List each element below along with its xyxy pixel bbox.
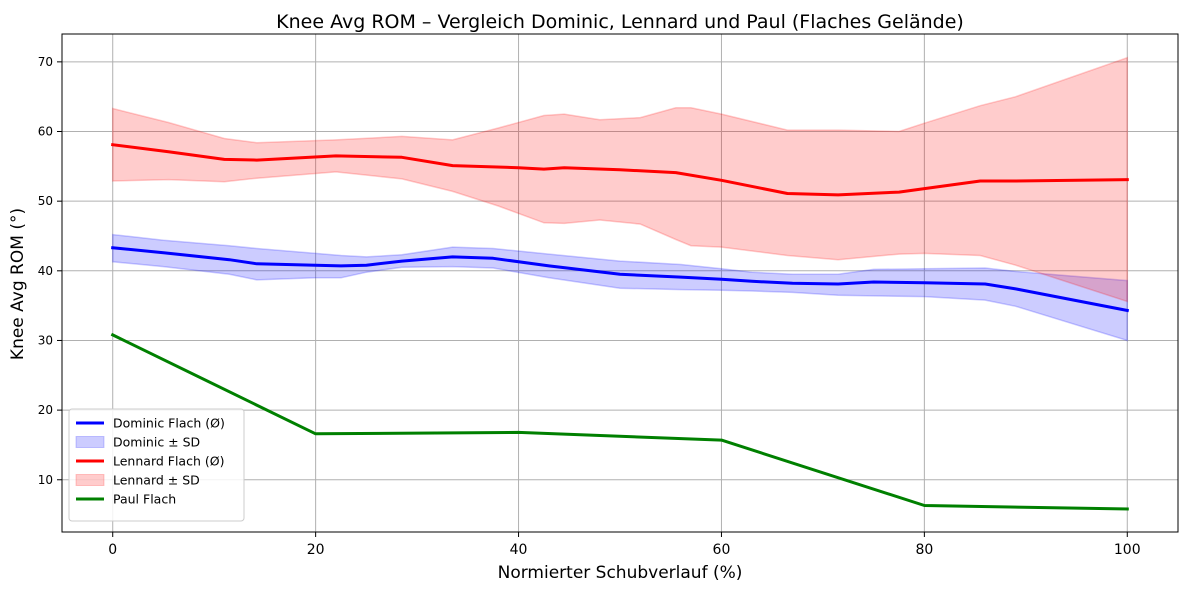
legend-label: Dominic Flach (Ø)	[113, 416, 225, 431]
y-tick-label: 60	[38, 125, 53, 139]
legend-label: Lennard ± SD	[113, 473, 200, 488]
y-tick-label: 30	[38, 333, 53, 347]
x-tick-label: 0	[108, 542, 117, 558]
x-axis-ticks: 0 20 40 60 80 100	[108, 532, 1141, 558]
series-line	[111, 246, 1130, 313]
y-axis-label: Knee Avg ROM (°)	[8, 208, 28, 360]
chart-title: Knee Avg ROM – Vergleich Dominic, Lennar…	[276, 11, 964, 33]
y-tick-label: 50	[38, 194, 53, 208]
y-tick-label: 40	[38, 264, 53, 278]
grid-layer	[62, 34, 1178, 532]
legend-label: Dominic ± SD	[113, 435, 200, 450]
legend-items: Dominic Flach (Ø) Dominic ± SD Lennard Fla…	[75, 416, 225, 507]
series-line	[111, 143, 1129, 197]
x-tick-label: 60	[713, 542, 731, 558]
y-tick-label: 20	[38, 403, 53, 417]
x-tick-label: 40	[510, 542, 528, 558]
y-axis-ticks: 10 20 30 40 50 60 70	[38, 55, 62, 487]
legend-swatch-band	[75, 474, 105, 486]
x-tick-label: 20	[307, 542, 325, 558]
legend-swatch-band	[75, 436, 105, 448]
plot-area	[61, 33, 1179, 533]
line-layer	[110, 143, 1130, 511]
y-tick-label: 10	[38, 473, 53, 487]
x-axis-label: Normierter Schubverlauf (%)	[498, 563, 743, 583]
sd-band	[111, 233, 1129, 342]
x-tick-label: 100	[1114, 542, 1141, 558]
sd-band	[111, 56, 1129, 303]
legend: Dominic Flach (Ø) Dominic ± SD Lennard Fla…	[68, 408, 245, 522]
legend-box	[68, 408, 245, 522]
legend-label: Paul Flach	[113, 492, 176, 507]
band-layer	[111, 56, 1129, 342]
x-tick-label: 80	[915, 542, 933, 558]
plot-frame	[61, 33, 1179, 533]
series-line	[110, 332, 1129, 511]
legend-label: Lennard Flach (Ø)	[113, 454, 224, 469]
y-tick-label: 70	[38, 55, 53, 69]
